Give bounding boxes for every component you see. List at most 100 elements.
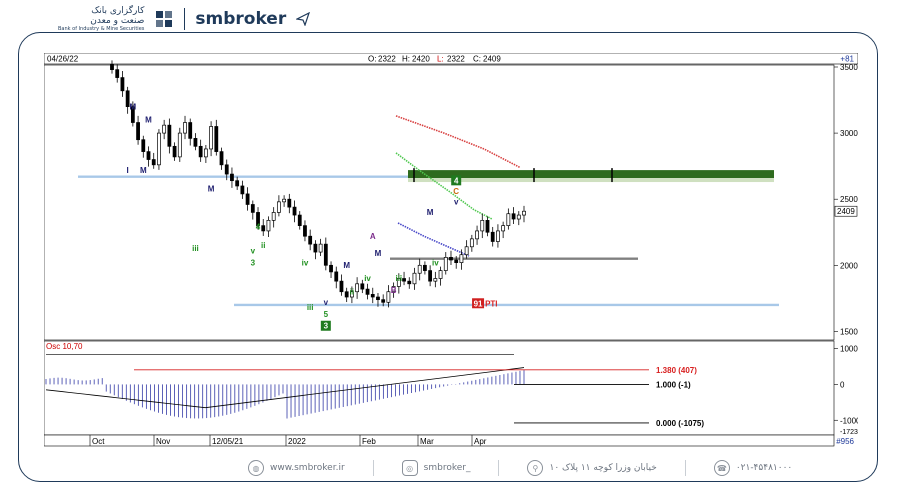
candle-body (506, 213, 511, 226)
address-text: خیابان وزرا کوچه ۱۱ پلاک ۱۰ (549, 463, 657, 473)
logo-line-3: Bank of Industry & Mine Securities (58, 26, 145, 32)
candle-body (266, 219, 271, 232)
wave-label: M (140, 166, 147, 175)
wave-label: ii (261, 241, 265, 250)
low-label: L: (437, 55, 444, 64)
candle-body (250, 204, 255, 213)
candle-body (167, 124, 172, 147)
broker-emblem-icon (156, 11, 173, 27)
low-value: 2322 (447, 55, 465, 64)
footer-phone[interactable]: ☎ ۰۲۱-۴۵۴۸۱۰۰۰ (713, 460, 792, 476)
instagram-text: smbroker_ (423, 463, 471, 473)
candle-body (381, 299, 386, 303)
resistance-zone (408, 168, 774, 183)
candle-body (256, 212, 260, 226)
candle-body (323, 243, 328, 266)
price-tick-label: 3000 (840, 129, 858, 138)
wave-label: v (454, 197, 459, 206)
boxed-label-text: 3 (324, 322, 329, 331)
high-label: H: (402, 55, 410, 64)
candle-body (141, 139, 146, 152)
candle-body (339, 280, 344, 293)
candle-body (193, 138, 198, 147)
wave-label: M (130, 102, 137, 111)
candle-body (297, 214, 302, 226)
candle-body (115, 69, 120, 78)
candle-body (423, 264, 427, 271)
candle-body (157, 132, 161, 166)
close-label: C: (473, 55, 481, 64)
moving-averages (395, 115, 521, 257)
boxed-label-bg (451, 175, 462, 186)
price-panel (43, 64, 835, 341)
osc-level-label: 1.380 (407) (656, 366, 697, 375)
osc-level-label: 0.000 (-1075) (656, 419, 704, 428)
footer-separator (498, 460, 500, 476)
boxed-label-bg (320, 320, 331, 331)
paper-plane-icon (296, 12, 311, 26)
last-price-text: 2409 (837, 207, 855, 216)
footer-address: ⚲ خیابان وزرا کوچه ۱۱ پلاک ۱۰ (527, 460, 657, 476)
footer-website[interactable]: ◍ www.smbroker.ir (248, 460, 345, 476)
wave-label: v (251, 246, 256, 255)
logo-line-2: صنعت و معدن (90, 16, 145, 26)
candle-body (203, 148, 208, 158)
candle-body (162, 124, 167, 134)
horizontal-levels (78, 175, 779, 307)
wave-label: iii (192, 244, 199, 253)
candle-body (240, 185, 245, 195)
last-price-tag: 2409 (834, 205, 858, 217)
wave-label: M (145, 116, 152, 125)
candle-body (276, 201, 281, 213)
candlesticks (110, 60, 526, 308)
candle-body (449, 257, 453, 261)
wave-label: C (453, 187, 459, 196)
brand-header: کارگزاری بانک صنعت و معدن Bank of Indust… (50, 6, 319, 32)
candle-body (376, 296, 380, 301)
candle-body (271, 212, 276, 221)
oscillator-histogram: 1.380 (407) 1.000 (-1) 0.000 (-1075) (45, 354, 704, 428)
wave-label: 3 (251, 258, 256, 267)
price-tick-label: 1500 (840, 327, 858, 336)
candle-body (313, 243, 318, 253)
footer-instagram[interactable]: ◎ smbroker_ (401, 460, 471, 476)
candle-body (454, 259, 459, 263)
wave-label: A (370, 232, 376, 241)
oscillator-signal-line (45, 367, 525, 409)
pti-label: PTI (485, 299, 497, 308)
candle-body (396, 278, 401, 287)
logo-line-1: کارگزاری بانک (91, 6, 145, 16)
candle-body (209, 126, 213, 150)
candle-body (261, 225, 266, 232)
candle-body (485, 219, 490, 233)
candle-body (516, 214, 521, 220)
website-text: www.smbroker.ir (270, 463, 345, 473)
candle-body (292, 206, 297, 216)
candle-body (282, 198, 286, 203)
chart-area: 04/26/22 O: 2322 H: 2420 L: 2322 C: 2409… (43, 52, 861, 447)
globe-icon: ◍ (248, 460, 264, 476)
location-pin-icon: ⚲ (527, 460, 544, 476)
candle-body (386, 291, 391, 303)
price-tick-label: 2500 (840, 195, 858, 204)
oscillator-panel (43, 340, 835, 436)
candle-body (214, 126, 219, 152)
candle-body (308, 235, 313, 245)
candle-body (287, 198, 292, 208)
candle-body (407, 280, 412, 285)
candle-body (443, 257, 448, 271)
candle-body (329, 264, 333, 273)
candle-body (475, 230, 479, 240)
candle-body (355, 283, 360, 293)
close-value: 2409 (483, 55, 501, 64)
candle-body (469, 238, 474, 248)
time-axis: Oct Nov 12/05/21 2022 Feb Mar Apr (89, 435, 487, 446)
footer-separator (684, 460, 686, 476)
boxed-labels: 3 4 91 PTI (320, 175, 498, 331)
time-tick-label: Feb (362, 437, 376, 446)
candle-body (433, 278, 438, 282)
candle-body (183, 122, 187, 134)
candle-body (245, 193, 250, 205)
change-value: +81 (840, 55, 854, 64)
